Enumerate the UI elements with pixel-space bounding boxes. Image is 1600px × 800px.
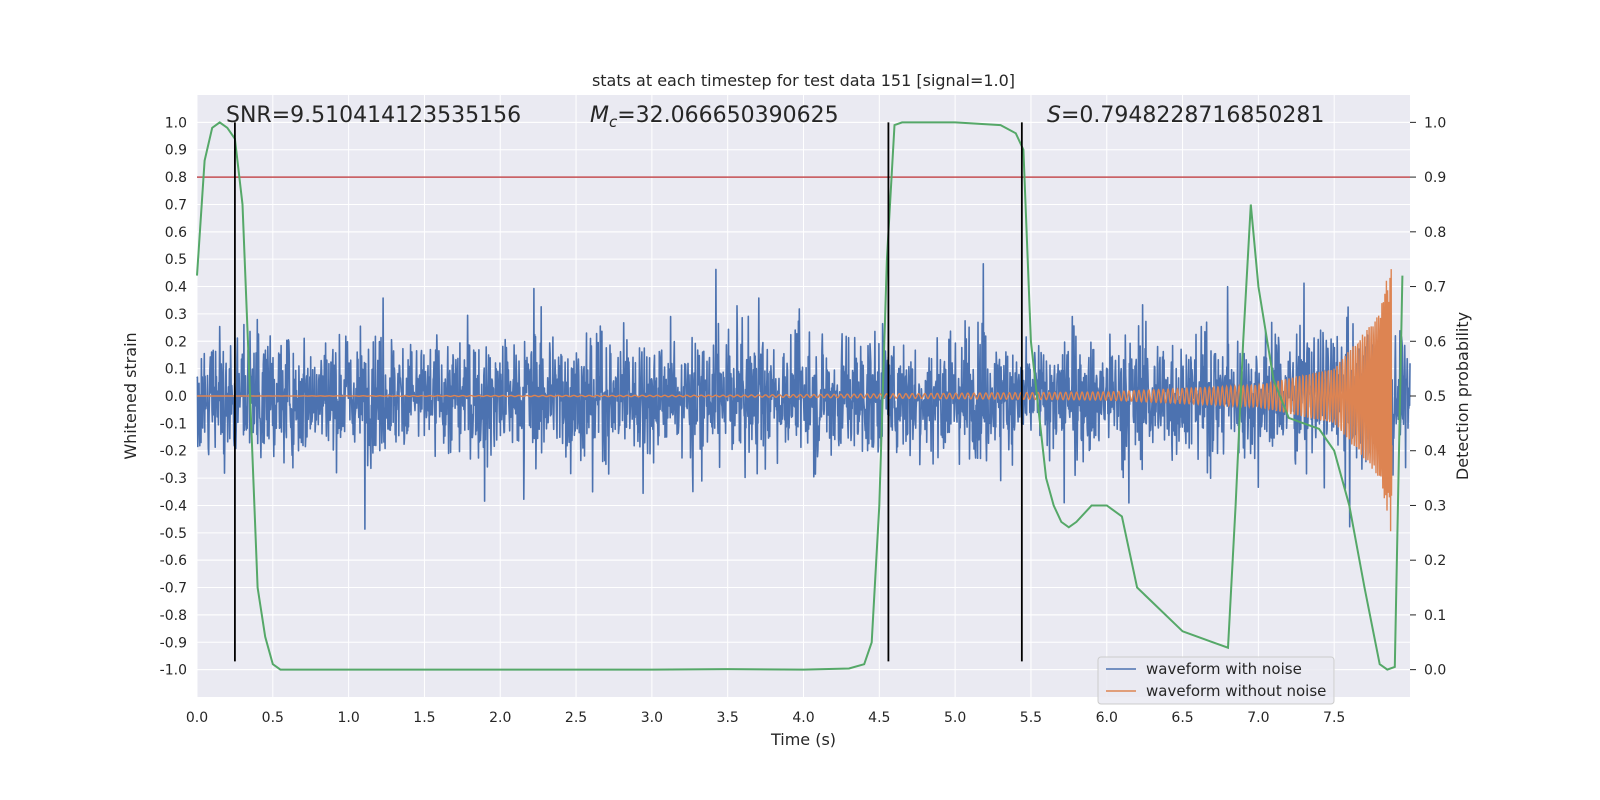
y-right-tick-label: 0.7 — [1424, 280, 1446, 296]
x-tick-label: 5.5 — [1020, 710, 1042, 726]
legend: waveform with noise waveform without noi… — [1097, 656, 1335, 705]
y-axis-label: Whitened strain — [121, 332, 140, 459]
series-waveform-without-noise — [197, 269, 1393, 532]
x-tick-label: 7.5 — [1323, 710, 1345, 726]
x-tick-label: 2.0 — [489, 710, 511, 726]
annotation-snr: SNR=9.510414123535156 — [226, 103, 521, 128]
y-right-tick-label: 0.8 — [1424, 225, 1446, 241]
x-axis-label: Time (s) — [770, 730, 836, 749]
series-detection-probability — [196, 121, 1404, 671]
y-right-tick-label: 0.6 — [1424, 334, 1446, 350]
y-right-tick-label: 0.3 — [1424, 498, 1446, 514]
y-tick-label: -0.7 — [160, 581, 187, 597]
annotation-mc-symbol: M — [590, 103, 609, 128]
y-tick-label: 0.3 — [165, 307, 187, 323]
x-tick-label: 3.5 — [717, 710, 739, 726]
x-tick-label: 2.5 — [565, 710, 587, 726]
y-tick-label: -0.6 — [160, 553, 187, 569]
y-tick-label: 0.2 — [165, 334, 187, 350]
annotation-mc-value: =32.066650390625 — [617, 103, 838, 128]
y-tick-label: 0.5 — [165, 252, 187, 268]
y-axis-label-right: Detection probability — [1453, 312, 1472, 480]
annotation-s-value: =0.7948228716850281 — [1061, 103, 1324, 128]
y-tick-label: -0.4 — [160, 498, 187, 514]
legend-box — [1097, 656, 1335, 705]
annotation-s-symbol: S — [1047, 103, 1061, 128]
y-right-tick-label: 0.9 — [1424, 170, 1446, 186]
y-right-tick-label: 0.1 — [1424, 608, 1446, 624]
x-tick-label: 1.5 — [413, 710, 435, 726]
legend-label-noise: waveform with noise — [1146, 660, 1302, 678]
y-tick-label: -0.5 — [160, 526, 187, 542]
chart-title: stats at each timestep for test data 151… — [592, 71, 1015, 90]
annotation-mc-subscript: c — [609, 113, 618, 131]
x-tick-label: 7.0 — [1247, 710, 1269, 726]
axes: 0.0 0.5 1.0 1.5 2.0 2.5 3.0 3.5 4.0 4.5 5.0 5.5 6.0 6… — [160, 115, 1447, 726]
x-tick-label: 4.0 — [792, 710, 814, 726]
y-tick-label: 0.8 — [165, 170, 187, 186]
y-tick-label: 0.9 — [165, 143, 187, 159]
x-tick-label: 3.0 — [641, 710, 663, 726]
y-tick-label: 1.0 — [165, 115, 187, 131]
y-right-tick-label: 0.2 — [1424, 553, 1446, 569]
x-tick-label: 4.5 — [868, 710, 890, 726]
y-tick-label: 0.6 — [165, 225, 187, 241]
x-tick-label: 0.0 — [186, 710, 208, 726]
y-right-tick-label: 0.5 — [1424, 389, 1446, 405]
x-tick-label: 5.0 — [944, 710, 966, 726]
y-tick-label: 0.1 — [165, 362, 187, 378]
y-right-tick-label: 0.4 — [1424, 444, 1446, 460]
y-right-tick-label: 0.0 — [1424, 663, 1446, 679]
x-tick-label: 1.0 — [337, 710, 359, 726]
y-tick-label: 0.0 — [165, 389, 187, 405]
y-tick-label: -0.3 — [160, 471, 187, 487]
y-tick-label: -0.8 — [160, 608, 187, 624]
y-tick-label: 0.7 — [165, 197, 187, 213]
clean-waveform-line — [197, 269, 1393, 532]
annotation-chirp-mass: Mc=32.066650390625 — [590, 103, 839, 131]
y-tick-label: -0.2 — [160, 444, 187, 460]
x-tick-label: 0.5 — [262, 710, 284, 726]
legend-label-clean: waveform without noise — [1146, 682, 1326, 700]
x-tick-label: 6.0 — [1096, 710, 1118, 726]
annotation-s: S=0.7948228716850281 — [1047, 103, 1324, 128]
probability-line — [196, 121, 1404, 671]
vertical-markers — [234, 122, 1023, 662]
x-tick-label: 6.5 — [1171, 710, 1193, 726]
y-tick-label: -0.9 — [160, 635, 187, 651]
y-tick-label: -1.0 — [160, 663, 187, 679]
y-right-tick-label: 1.0 — [1424, 115, 1446, 131]
y-tick-label: -0.1 — [160, 416, 187, 432]
y-tick-label: 0.4 — [165, 280, 187, 296]
